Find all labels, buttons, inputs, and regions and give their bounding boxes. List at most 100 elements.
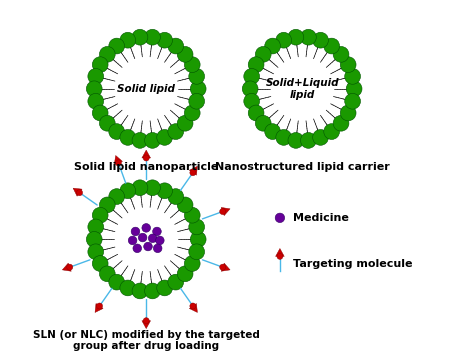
Circle shape [168, 124, 183, 139]
Polygon shape [142, 150, 151, 158]
Polygon shape [73, 188, 82, 196]
Circle shape [145, 180, 160, 195]
Circle shape [324, 124, 339, 139]
Circle shape [264, 38, 281, 54]
Circle shape [100, 115, 115, 131]
Circle shape [255, 47, 271, 62]
Text: Solid lipid nanoparticle: Solid lipid nanoparticle [74, 162, 219, 172]
Circle shape [184, 57, 200, 72]
Text: Medicine: Medicine [293, 213, 349, 223]
Circle shape [120, 130, 136, 145]
Circle shape [92, 57, 108, 72]
Polygon shape [221, 263, 230, 271]
Circle shape [133, 244, 142, 253]
Circle shape [277, 253, 283, 260]
Circle shape [313, 32, 328, 48]
Circle shape [168, 274, 183, 290]
Circle shape [313, 130, 328, 145]
Circle shape [242, 81, 258, 97]
Circle shape [333, 115, 349, 131]
Circle shape [288, 29, 304, 45]
Circle shape [92, 207, 108, 223]
Circle shape [189, 93, 205, 109]
Text: Solid lipid: Solid lipid [117, 84, 175, 94]
Circle shape [301, 132, 316, 148]
Circle shape [120, 280, 136, 296]
Circle shape [157, 280, 173, 296]
Circle shape [324, 38, 339, 54]
Circle shape [143, 318, 149, 324]
Circle shape [86, 232, 102, 247]
Circle shape [120, 183, 136, 199]
Circle shape [115, 160, 121, 166]
Circle shape [244, 68, 260, 84]
Circle shape [142, 223, 151, 232]
Circle shape [88, 93, 104, 109]
Circle shape [132, 180, 148, 195]
Circle shape [148, 234, 157, 242]
Circle shape [248, 57, 264, 72]
Circle shape [104, 46, 189, 131]
Circle shape [255, 115, 271, 131]
Circle shape [128, 236, 137, 245]
Circle shape [100, 47, 115, 62]
Circle shape [190, 81, 206, 97]
Circle shape [153, 227, 161, 236]
Circle shape [100, 197, 115, 213]
Circle shape [248, 105, 264, 121]
Circle shape [168, 189, 183, 205]
Polygon shape [189, 304, 197, 312]
Polygon shape [114, 155, 122, 165]
Circle shape [144, 242, 152, 251]
Polygon shape [95, 304, 103, 312]
Circle shape [132, 283, 148, 299]
Circle shape [97, 303, 102, 309]
Text: Targeting molecule: Targeting molecule [293, 260, 413, 269]
Circle shape [276, 32, 292, 48]
Circle shape [264, 124, 281, 139]
Circle shape [301, 29, 316, 45]
Circle shape [92, 256, 108, 272]
Circle shape [109, 274, 125, 290]
Polygon shape [189, 166, 197, 175]
Circle shape [288, 132, 304, 148]
Circle shape [168, 38, 183, 54]
Circle shape [189, 244, 205, 260]
Circle shape [109, 189, 125, 205]
Text: Solid+Liquid
lipid: Solid+Liquid lipid [265, 78, 339, 100]
Circle shape [275, 213, 285, 222]
Circle shape [184, 207, 200, 223]
Circle shape [154, 244, 162, 253]
Circle shape [260, 46, 345, 131]
Circle shape [145, 283, 160, 299]
Circle shape [189, 68, 205, 84]
Polygon shape [221, 207, 230, 215]
Circle shape [157, 32, 173, 48]
Circle shape [88, 219, 104, 235]
Circle shape [189, 219, 205, 235]
Circle shape [177, 115, 193, 131]
Circle shape [132, 132, 148, 148]
Circle shape [88, 68, 104, 84]
Circle shape [76, 190, 82, 196]
Circle shape [109, 38, 125, 54]
Circle shape [345, 93, 361, 109]
Polygon shape [63, 263, 71, 271]
Text: SLN (or NLC) modified by the targeted
group after drug loading: SLN (or NLC) modified by the targeted gr… [33, 330, 260, 351]
Circle shape [190, 232, 206, 247]
Circle shape [120, 32, 136, 48]
Circle shape [145, 132, 160, 148]
Circle shape [340, 105, 356, 121]
Circle shape [190, 303, 196, 309]
Circle shape [145, 29, 160, 45]
Circle shape [276, 130, 292, 145]
Circle shape [138, 233, 147, 242]
Circle shape [219, 264, 226, 270]
Circle shape [92, 105, 108, 121]
Circle shape [346, 81, 362, 97]
Circle shape [143, 155, 149, 161]
Circle shape [157, 130, 173, 145]
Circle shape [100, 266, 115, 282]
Circle shape [184, 256, 200, 272]
Circle shape [219, 209, 226, 214]
